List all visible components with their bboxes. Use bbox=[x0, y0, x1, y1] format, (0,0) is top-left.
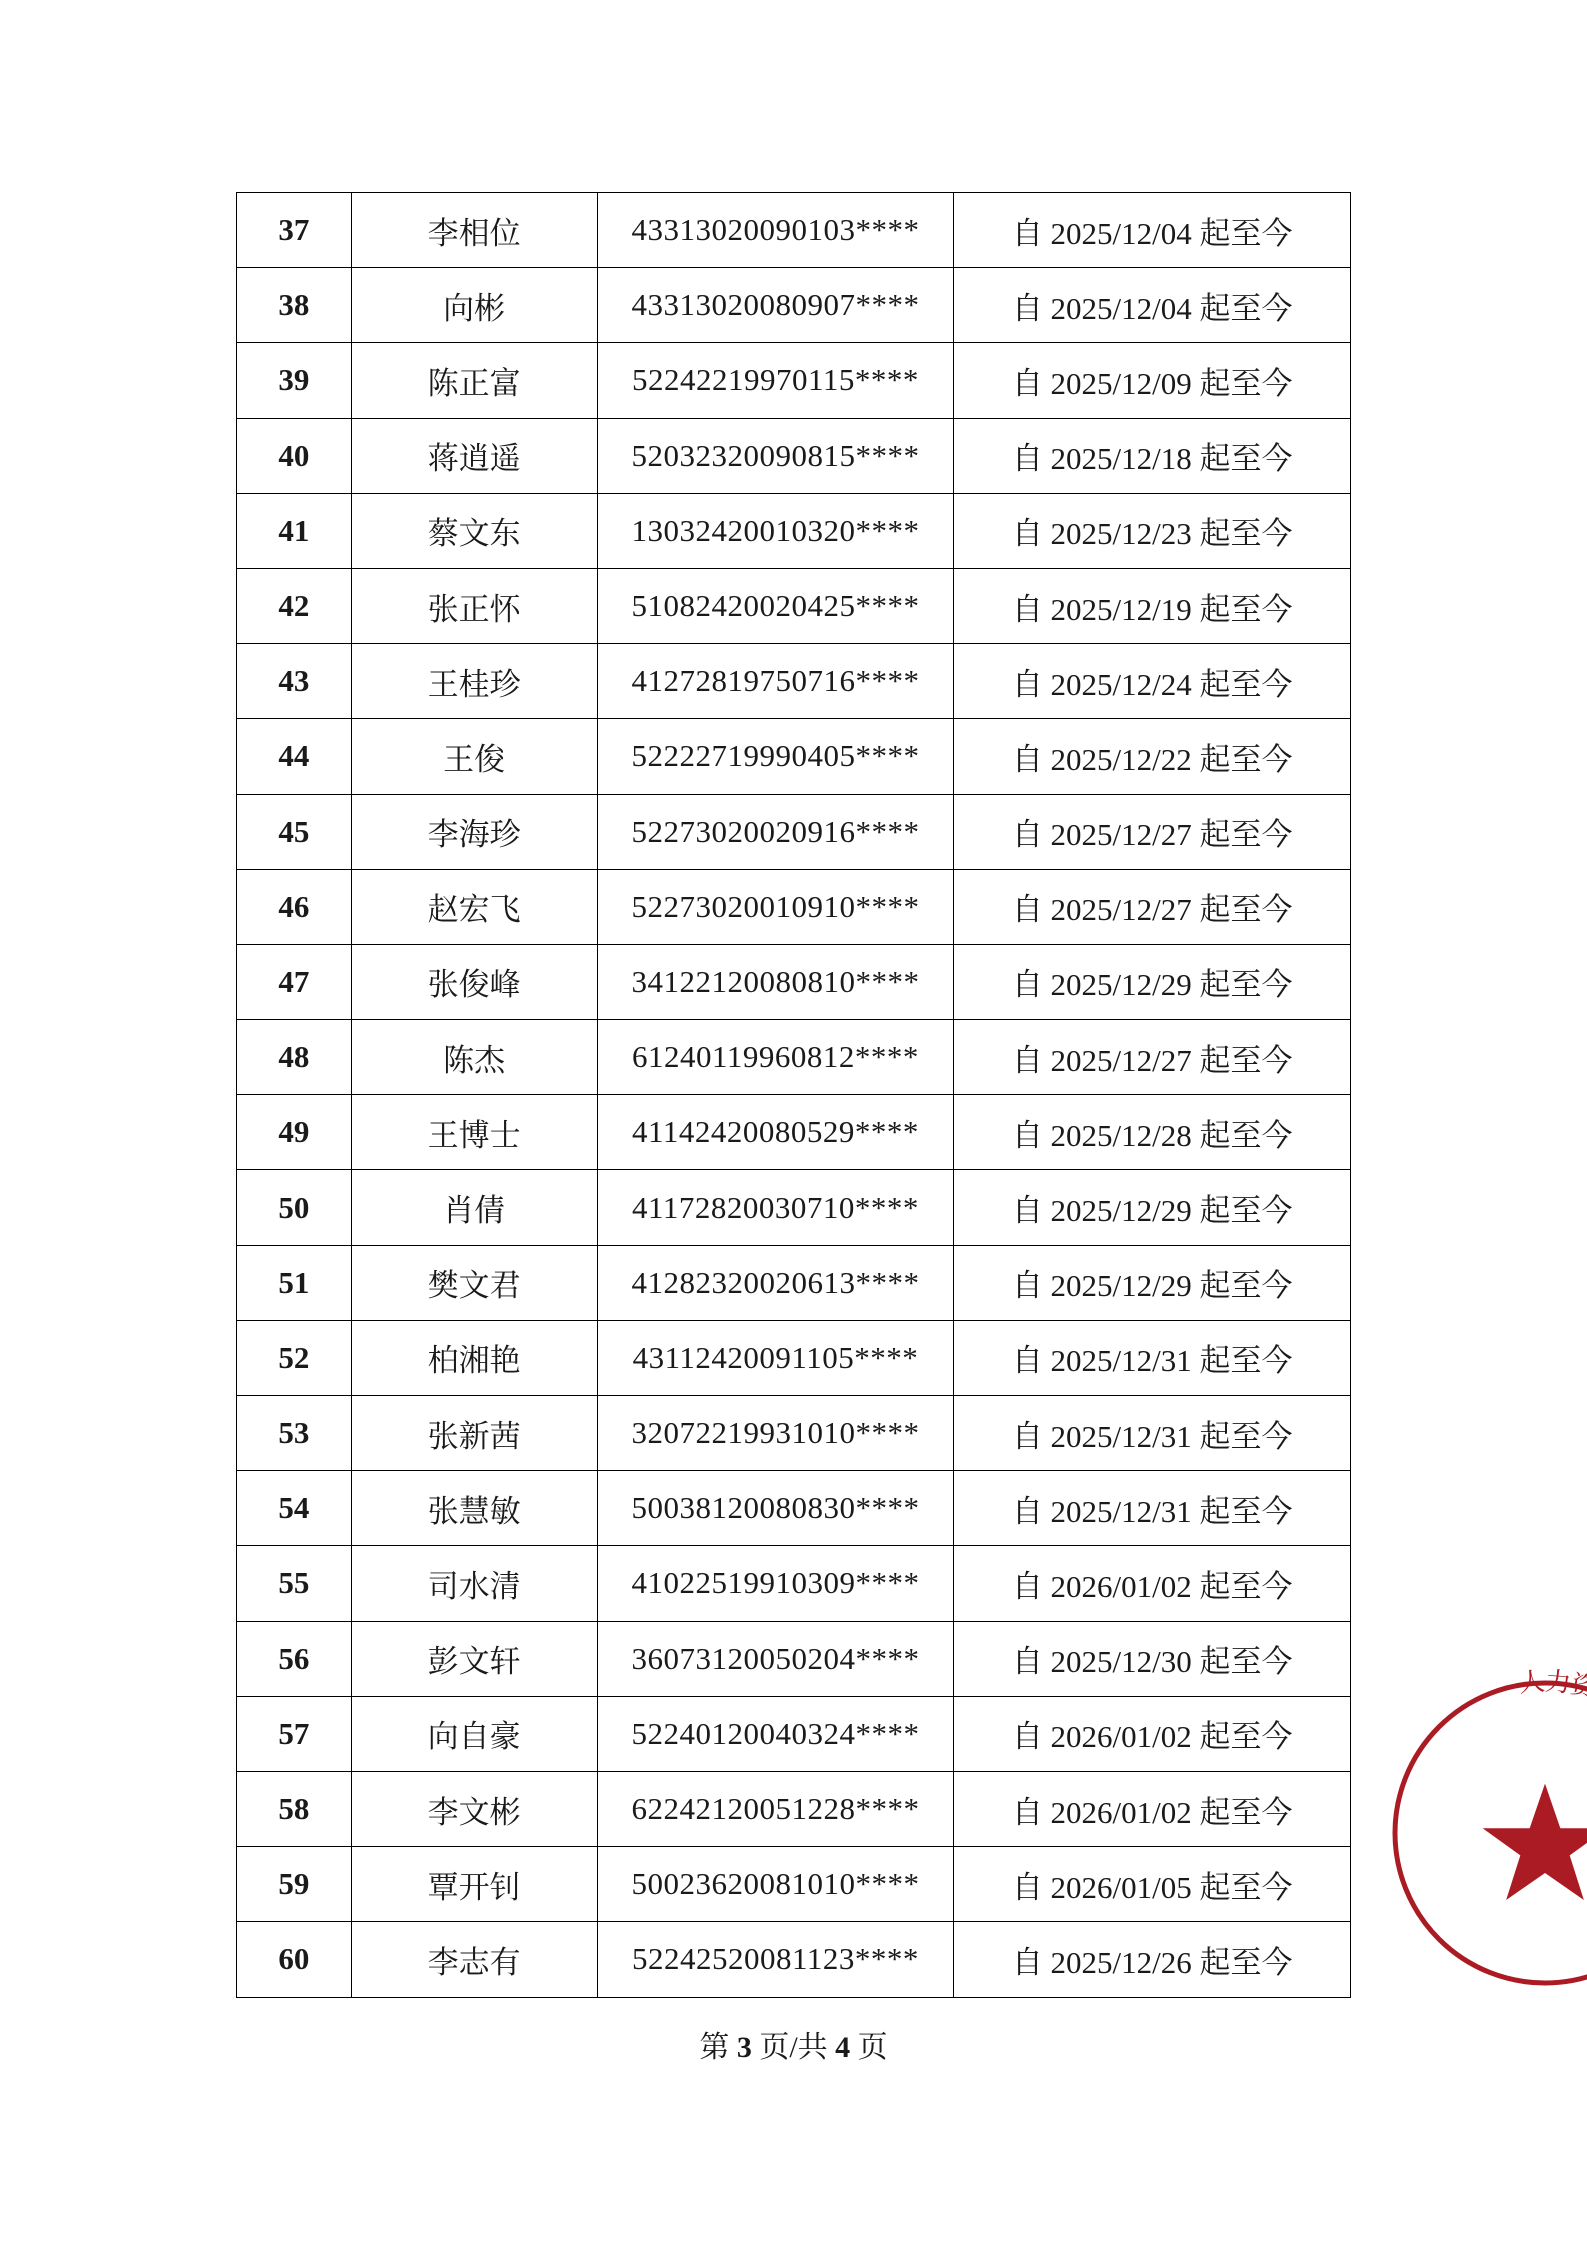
svg-text:人力资源和社会保障局: 人力资源和社会保障局 bbox=[1345, 1633, 1587, 1810]
